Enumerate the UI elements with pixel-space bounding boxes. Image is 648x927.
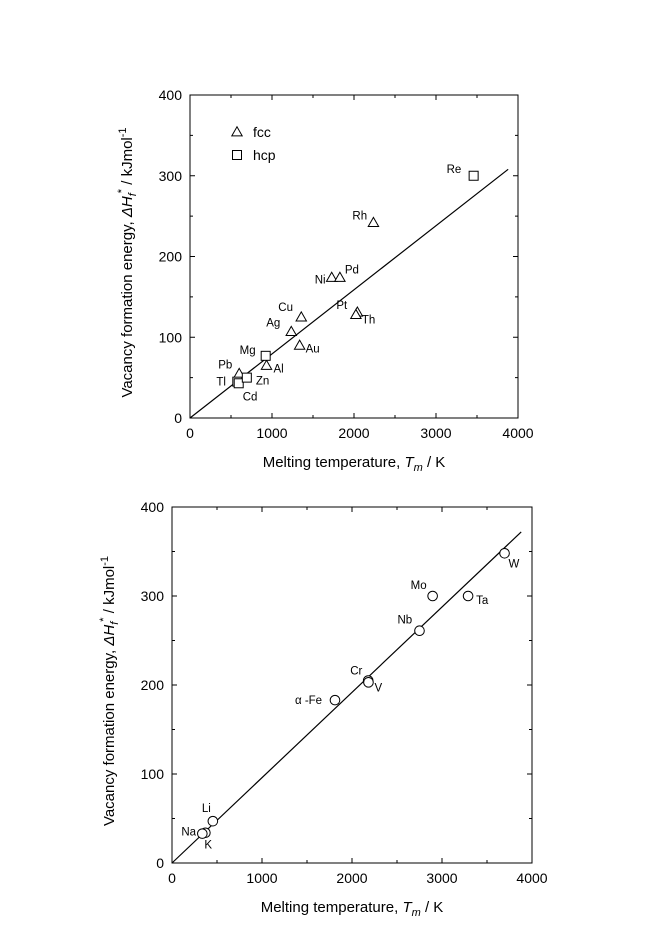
point-label: Ni (315, 274, 326, 286)
data-point-v (363, 677, 374, 688)
point-label: Re (447, 164, 462, 176)
x-tick-label: 1000 (246, 870, 277, 886)
data-point-th (349, 308, 362, 320)
fit-line (171, 531, 522, 864)
y-tick-label: 0 (174, 410, 182, 426)
data-point-rh (367, 216, 380, 227)
data-point-pd (333, 271, 346, 282)
y-tick-label: 100 (159, 329, 183, 345)
y-tick-label: 0 (156, 855, 164, 871)
point-label: Zn (256, 376, 269, 388)
point-label: Nb (398, 615, 413, 627)
data-point-k (197, 828, 208, 839)
point-label: Ag (266, 318, 280, 330)
data-point-li (207, 815, 219, 827)
point-label: K (204, 840, 212, 852)
legend-label-hcp: hcp (253, 147, 276, 163)
data-point-au (293, 339, 306, 350)
data-point-al (260, 359, 273, 370)
point-label: Mg (240, 345, 256, 357)
legend-label-fcc: fcc (253, 124, 271, 140)
data-point-fe (329, 694, 341, 706)
legend-marker-hcp (232, 150, 242, 160)
point-label: Cu (278, 302, 293, 314)
point-label: Al (274, 364, 284, 376)
data-point-ni (325, 271, 338, 282)
x-tick-label: 3000 (420, 425, 451, 441)
point-label: Au (306, 343, 320, 355)
y-axis-title: Vacancy formation energy, ΔHf* / kJmol-1 (116, 127, 139, 397)
data-point-w (499, 547, 510, 559)
point-label: α -Fe (295, 695, 322, 707)
data-point-cd (233, 378, 244, 389)
x-tick-label: 4000 (516, 870, 547, 886)
y-tick-label: 200 (141, 677, 165, 693)
x-tick-label: 2000 (336, 870, 367, 886)
x-tick-label: 4000 (502, 425, 533, 441)
point-label: Cr (350, 666, 362, 678)
x-tick-label: 2000 (338, 425, 369, 441)
x-tick-label: 3000 (426, 870, 457, 886)
data-point-nb (414, 625, 425, 637)
x-axis-title: Melting temperature, Tm / K (263, 454, 446, 474)
point-label: Mo (411, 580, 427, 592)
point-label: Ta (476, 595, 489, 607)
x-tick-label: 0 (186, 425, 194, 441)
y-axis-title: Vacancy formation energy, ΔHf* / kJmol-1 (98, 556, 121, 826)
y-tick-label: 100 (141, 766, 165, 782)
y-tick-label: 300 (159, 168, 183, 184)
point-label: Rh (352, 211, 367, 223)
point-label: Pb (218, 360, 232, 372)
y-tick-label: 200 (159, 249, 183, 265)
data-point-ag (285, 325, 298, 336)
point-label: W (509, 558, 520, 570)
point-label: Li (202, 803, 211, 815)
data-point-ta (462, 590, 474, 602)
point-label: Pd (345, 264, 359, 276)
y-tick-label: 300 (141, 588, 165, 604)
legend-marker-fcc (230, 125, 244, 137)
x-axis-title: Melting temperature, Tm / K (261, 899, 444, 919)
point-label: V (374, 682, 382, 694)
x-tick-label: 1000 (256, 425, 287, 441)
point-label: Na (181, 827, 196, 839)
point-label: Cd (243, 391, 258, 403)
y-tick-label: 400 (141, 499, 165, 515)
point-label: Th (362, 315, 375, 327)
point-label: Tl (216, 377, 226, 389)
chart-panel-2: 0 1000 2000 3000 4000 0 100 200 300 400 Melting te… (98, 499, 548, 919)
x-tick-label: 0 (168, 870, 176, 886)
data-point-mo (427, 590, 438, 602)
data-point-cu (295, 310, 308, 322)
plot-frame (171, 506, 533, 864)
data-point-zn (241, 372, 252, 383)
y-tick-label: 400 (159, 87, 183, 103)
data-point-re (468, 170, 479, 181)
chart-panel-1: 0 1000 2000 3000 4000 0 100 200 300 400 Melting te… (116, 87, 534, 474)
point-label: Pt (336, 300, 348, 312)
data-point-mg (260, 350, 271, 361)
